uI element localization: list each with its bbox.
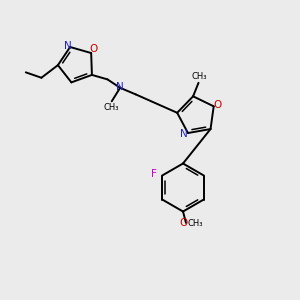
Text: CH₃: CH₃ — [103, 103, 118, 112]
Text: O: O — [179, 218, 188, 229]
Text: O: O — [89, 44, 98, 54]
Text: N: N — [180, 129, 188, 139]
Text: N: N — [116, 82, 124, 92]
Text: CH₃: CH₃ — [191, 72, 207, 81]
Text: N: N — [64, 40, 72, 50]
Text: F: F — [151, 169, 157, 179]
Text: O: O — [214, 100, 222, 110]
Text: CH₃: CH₃ — [188, 219, 203, 228]
